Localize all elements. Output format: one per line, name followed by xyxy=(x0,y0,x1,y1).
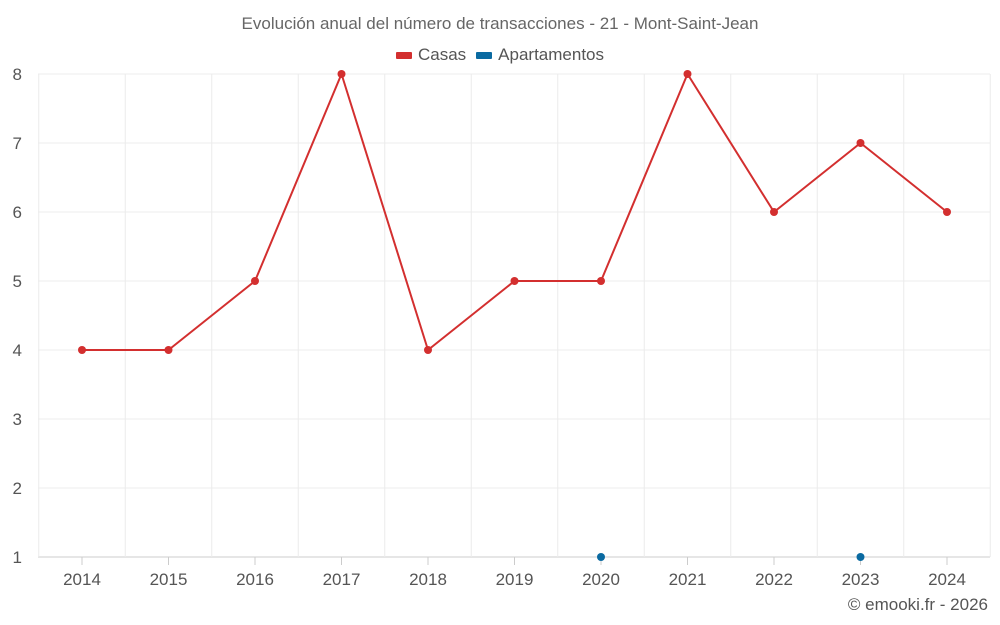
legend-label-casas: Casas xyxy=(417,45,467,64)
data-point-casas xyxy=(597,277,605,285)
legend: Casas Apartamentos xyxy=(0,45,1000,65)
data-point-casas xyxy=(424,346,432,354)
data-point-casas xyxy=(943,208,951,216)
y-tick-label: 2 xyxy=(13,479,22,498)
legend-item-casas[interactable]: Casas xyxy=(395,45,467,65)
x-tick-label: 2019 xyxy=(496,570,534,589)
credit-text: © emooki.fr - 2026 xyxy=(847,595,988,614)
data-point-casas xyxy=(164,346,173,354)
y-tick-label: 3 xyxy=(13,410,22,429)
x-tick-label: 2022 xyxy=(755,570,793,589)
data-point-apartamentos xyxy=(856,553,865,561)
x-tick-label: 2015 xyxy=(150,570,188,589)
legend-swatch-apartamentos xyxy=(476,51,493,59)
data-point-casas xyxy=(856,139,865,147)
y-tick-label: 8 xyxy=(13,65,22,84)
data-point-apartamentos xyxy=(597,553,605,561)
y-tick-label: 6 xyxy=(13,203,22,222)
y-tick-label: 1 xyxy=(13,548,22,567)
data-point-casas xyxy=(770,208,778,216)
x-tick-label: 2020 xyxy=(582,570,620,589)
x-tick-label: 2016 xyxy=(236,570,274,589)
data-point-casas xyxy=(683,70,692,78)
x-tick-label: 2021 xyxy=(669,570,707,589)
data-point-casas xyxy=(251,277,259,285)
y-tick-label: 5 xyxy=(13,272,22,291)
x-tick-label: 2014 xyxy=(63,570,101,589)
data-point-casas xyxy=(337,70,346,78)
x-tick-label: 2018 xyxy=(409,570,447,589)
x-tick-label: 2023 xyxy=(842,570,880,589)
legend-item-apartamentos[interactable]: Apartamentos xyxy=(476,45,604,65)
legend-label-apartamentos: Apartamentos xyxy=(498,45,605,64)
y-tick-label: 4 xyxy=(13,341,22,360)
data-point-casas xyxy=(510,277,519,285)
x-tick-label: 2024 xyxy=(928,570,966,589)
x-tick-label: 2017 xyxy=(323,570,361,589)
data-point-casas xyxy=(78,346,86,354)
legend-swatch-casas xyxy=(395,51,412,59)
y-tick-label: 7 xyxy=(13,134,22,153)
chart-title: Evolución anual del número de transaccio… xyxy=(241,14,759,33)
